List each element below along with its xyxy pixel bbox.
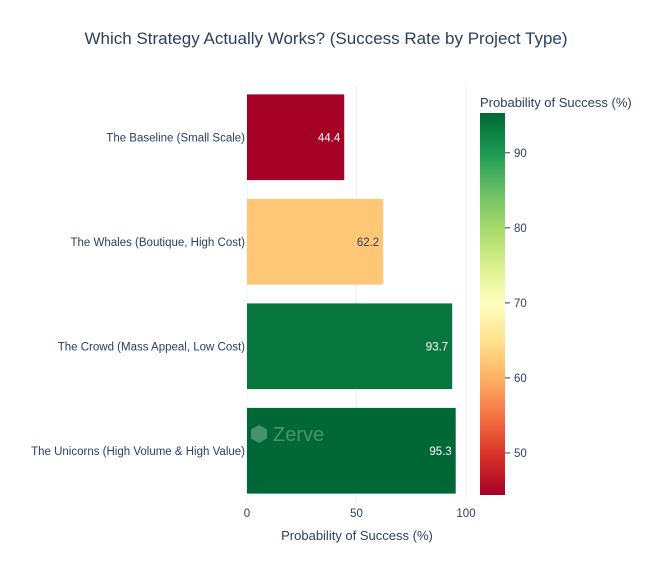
bar-value-label-2: 62.2 — [357, 237, 379, 249]
bar-value-label-3: 93.7 — [426, 341, 448, 353]
zerve-watermark: Zerve — [251, 424, 324, 446]
y-tick-label-3: The Crowd (Mass Appeal, Low Cost) — [58, 341, 245, 353]
zerve-logo-icon — [251, 425, 267, 443]
colorbar-tick-label-80: 80 — [514, 223, 527, 235]
colorbar-tick-label-60: 60 — [514, 373, 527, 385]
bar-4 — [247, 407, 456, 494]
colorbar-tick-label-70: 70 — [514, 298, 527, 310]
x-axis-title: Probability of Success (%) — [281, 528, 433, 543]
watermark-text: Zerve — [273, 424, 324, 446]
bar-1 — [247, 94, 345, 181]
y-tick-label-4: The Unicorns (High Volume & High Value) — [31, 446, 245, 458]
bars — [247, 94, 456, 494]
bar-value-label-4: 95.3 — [429, 446, 451, 458]
y-tick-label-1: The Baseline (Small Scale) — [106, 132, 245, 144]
bar-2 — [247, 198, 384, 285]
y-axis-tick-labels: The Baseline (Small Scale) The Whales (Bo… — [31, 132, 245, 458]
y-tick-label-2: The Whales (Boutique, High Cost) — [71, 237, 246, 249]
bar-3 — [247, 303, 453, 390]
colorbar-title: Probability of Success (%) — [480, 95, 632, 110]
bar-value-label-1: 44.4 — [318, 132, 341, 144]
x-tick-label-50: 50 — [350, 508, 363, 520]
x-tick-label-100: 100 — [456, 508, 475, 520]
colorbar-tick-label-90: 90 — [514, 148, 527, 160]
chart-title: Which Strategy Actually Works? (Success … — [84, 29, 567, 48]
bar-labels: 44.4 62.2 93.7 95.3 — [318, 132, 452, 458]
colorbar-tick-label-50: 50 — [514, 448, 527, 460]
x-axis-tick-labels: 0 50 100 — [244, 508, 476, 520]
colorbar-ticks: 50 60 70 80 90 — [505, 148, 527, 460]
x-tick-label-0: 0 — [244, 508, 250, 520]
colorbar — [480, 113, 505, 495]
